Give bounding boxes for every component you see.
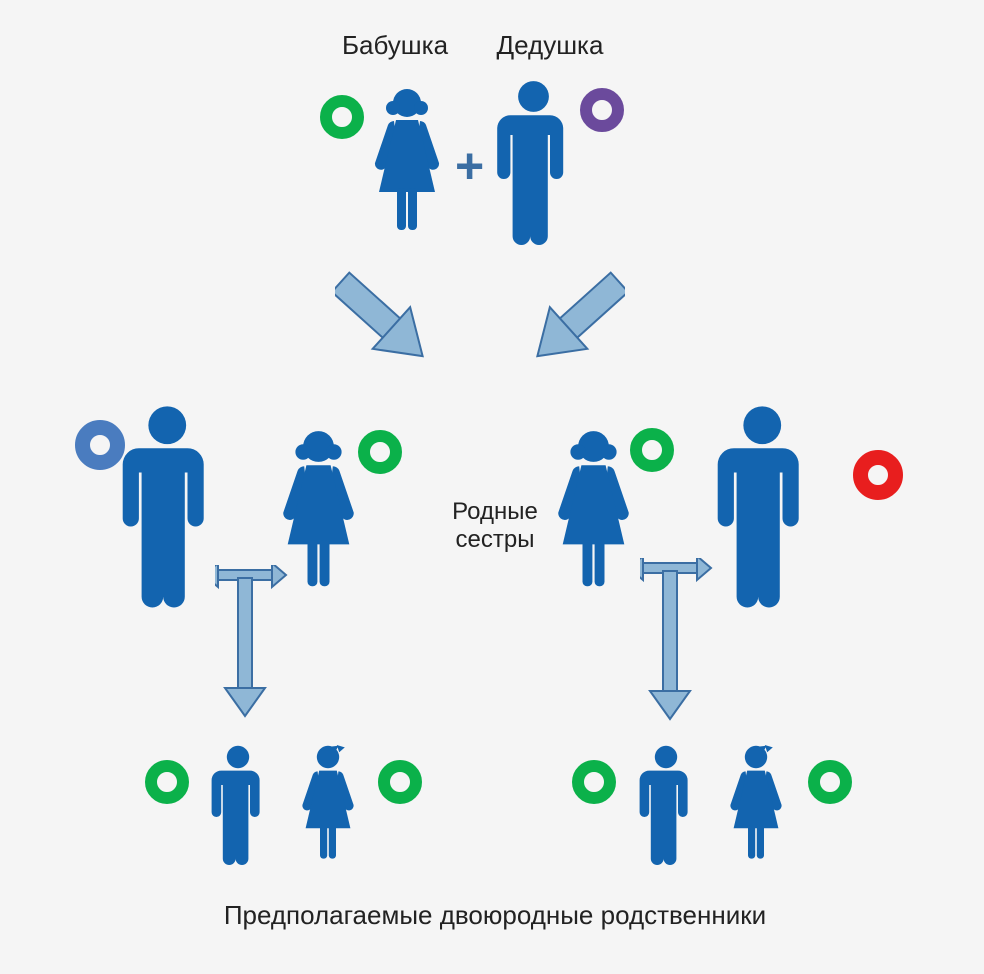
row3-ring-3-icon <box>572 760 616 804</box>
sister-right-icon <box>555 430 632 601</box>
row3-ring-2-icon <box>378 760 422 804</box>
label-grandma: Бабушка <box>330 30 460 61</box>
arrow-gp-to-right-icon <box>530 260 625 385</box>
grandma-icon <box>372 88 442 243</box>
child-2-girl-icon <box>728 745 784 869</box>
label-footer: Предполагаемые двоюродные родственники <box>175 900 815 931</box>
husband-left-icon <box>120 405 215 614</box>
arrow-gp-to-left-icon <box>335 260 430 385</box>
grandpa-icon <box>495 80 572 251</box>
row2-ring-1-icon <box>75 420 125 470</box>
child-2-boy-icon <box>638 745 694 869</box>
row3-ring-4-icon <box>808 760 852 804</box>
grandma-ring-icon <box>320 95 364 139</box>
label-grandpa: Дедушка <box>480 30 620 61</box>
row3-ring-1-icon <box>145 760 189 804</box>
grandpa-ring-icon <box>580 88 624 132</box>
diagram-canvas: Бабушка Дедушка Родные сестры Предполага… <box>0 0 984 974</box>
arrow-couple-right-icon <box>640 558 730 728</box>
row2-ring-4-icon <box>853 450 903 500</box>
child-1-boy-icon <box>210 745 266 869</box>
arrow-couple-left-icon <box>215 565 305 725</box>
child-1-girl-icon <box>300 745 356 869</box>
row2-ring-2-icon <box>358 430 402 474</box>
plus-icon: + <box>455 137 484 195</box>
label-sisters: Родные сестры <box>440 498 550 553</box>
row2-ring-3-icon <box>630 428 674 472</box>
